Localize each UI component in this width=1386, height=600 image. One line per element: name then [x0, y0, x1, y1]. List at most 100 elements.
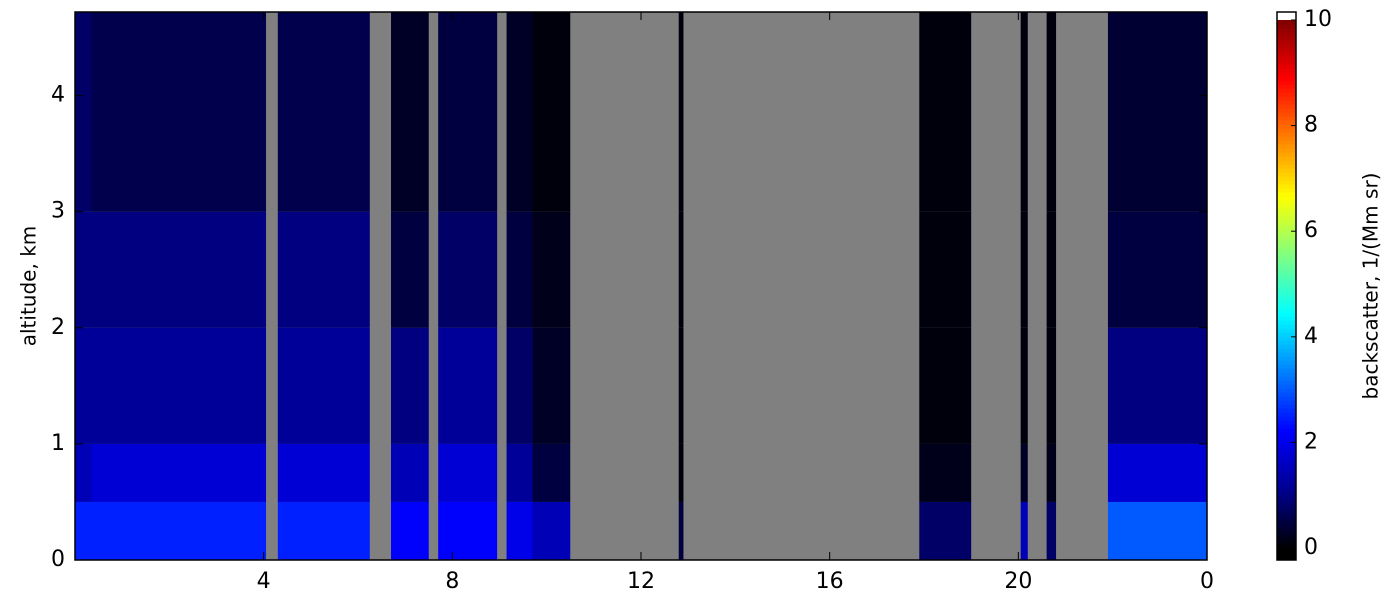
- heatmap-cell: [75, 12, 92, 212]
- colorbar-segment: [1277, 392, 1296, 397]
- colorbar-segment: [1277, 368, 1296, 373]
- colorbar-segment: [1277, 52, 1296, 57]
- heatmap-cell: [277, 443, 370, 502]
- colorbar-segment: [1277, 184, 1296, 189]
- colorbar-segment: [1277, 540, 1296, 545]
- colorbar-segment: [1277, 440, 1296, 445]
- heatmap-cell: [1046, 327, 1057, 444]
- heatmap-cell: [532, 12, 571, 212]
- heatmap-cell: [506, 443, 533, 502]
- colorbar-segment: [1277, 456, 1296, 461]
- colorbar-segment: [1277, 256, 1296, 261]
- colorbar-under: [1277, 548, 1296, 560]
- colorbar-segment: [1277, 436, 1296, 441]
- colorbar-segment: [1277, 24, 1296, 29]
- heatmap-cell: [438, 501, 498, 560]
- colorbar-segment: [1277, 240, 1296, 245]
- colorbar-segment: [1277, 112, 1296, 117]
- heatmap-cell: [678, 211, 684, 328]
- heatmap-cell: [75, 211, 92, 328]
- colorbar-segment: [1277, 512, 1296, 517]
- colorbar-segment: [1277, 200, 1296, 205]
- heatmap-cell: [91, 327, 267, 444]
- colorbar-segment: [1277, 532, 1296, 537]
- heatmap-cell: [506, 211, 533, 328]
- heatmap-cell: [506, 12, 533, 212]
- colorbar-segment: [1277, 352, 1296, 357]
- colorbar-tick-label: 8: [1304, 113, 1318, 138]
- colorbar-segment: [1277, 500, 1296, 505]
- colorbar-segment: [1277, 424, 1296, 429]
- colorbar-segment: [1277, 100, 1296, 105]
- colorbar-segment: [1277, 432, 1296, 437]
- colorbar-segment: [1277, 396, 1296, 401]
- colorbar-segment: [1277, 372, 1296, 377]
- heatmap-cell: [919, 501, 972, 560]
- x-tick-label: 4: [257, 569, 271, 594]
- colorbar-segment: [1277, 544, 1296, 549]
- heatmap-cell: [391, 501, 429, 560]
- colorbar-segment: [1277, 284, 1296, 289]
- colorbar-segment: [1277, 488, 1296, 493]
- colorbar-segment: [1277, 320, 1296, 325]
- colorbar-segment: [1277, 108, 1296, 113]
- heatmap-cell: [391, 327, 429, 444]
- colorbar-label: backscatter, 1/(Mm sr): [1359, 173, 1383, 400]
- heatmap-cell: [277, 327, 370, 444]
- colorbar-segment: [1277, 268, 1296, 273]
- colorbar-segment: [1277, 40, 1296, 45]
- colorbar-segment: [1277, 220, 1296, 225]
- colorbar-segment: [1277, 384, 1296, 389]
- colorbar-segment: [1277, 68, 1296, 73]
- heatmap-cell: [91, 211, 267, 328]
- colorbar-segment: [1277, 332, 1296, 337]
- heatmap-cell: [438, 327, 498, 444]
- colorbar-segment: [1277, 380, 1296, 385]
- colorbar-frame: [1276, 11, 1297, 561]
- heatmap-cell: [1020, 327, 1028, 444]
- colorbar-segment: [1277, 464, 1296, 469]
- heatmap-cell: [438, 211, 498, 328]
- colorbar-segment: [1277, 204, 1296, 209]
- colorbar-segment: [1277, 60, 1296, 65]
- colorbar-segment: [1277, 36, 1296, 41]
- colorbar-segment: [1277, 224, 1296, 229]
- x-tick-label: 20: [1004, 569, 1032, 594]
- colorbar-segment: [1277, 340, 1296, 345]
- colorbar-segment: [1277, 212, 1296, 217]
- colorbar-segment: [1277, 416, 1296, 421]
- heatmap-cell: [75, 443, 92, 502]
- heatmap-cell: [1107, 12, 1207, 212]
- heatmap-cell: [678, 327, 684, 444]
- colorbar-segment: [1277, 64, 1296, 69]
- colorbar-segment: [1277, 156, 1296, 161]
- colorbar-segment: [1277, 328, 1296, 333]
- colorbar-segment: [1277, 480, 1296, 485]
- colorbar-segment: [1277, 492, 1296, 497]
- heatmap-cell: [75, 501, 92, 560]
- colorbar-segment: [1277, 132, 1296, 137]
- colorbar-tick-label: 2: [1304, 429, 1318, 454]
- y-tick-label: 1: [51, 431, 65, 456]
- colorbar-segment: [1277, 144, 1296, 149]
- colorbar-segment: [1277, 264, 1296, 269]
- colorbar-segment: [1277, 76, 1296, 81]
- colorbar-segment: [1277, 300, 1296, 305]
- heatmap-cell: [678, 12, 684, 212]
- colorbar-segment: [1277, 496, 1296, 501]
- colorbar-segment: [1277, 356, 1296, 361]
- colorbar-segment: [1277, 120, 1296, 125]
- colorbar-segment: [1277, 216, 1296, 221]
- colorbar-segment: [1277, 116, 1296, 121]
- colorbar-segment: [1277, 172, 1296, 177]
- heatmap-cell: [438, 12, 498, 212]
- heatmap-cell: [1107, 501, 1207, 560]
- colorbar-segment: [1277, 348, 1296, 353]
- colorbar-segment: [1277, 420, 1296, 425]
- heatmap-cell: [506, 327, 533, 444]
- colorbar-segment: [1277, 528, 1296, 533]
- colorbar-segment: [1277, 388, 1296, 393]
- colorbar-tick-label: 10: [1304, 7, 1332, 32]
- heatmap-cell: [678, 501, 684, 560]
- heatmap-cell: [1046, 501, 1057, 560]
